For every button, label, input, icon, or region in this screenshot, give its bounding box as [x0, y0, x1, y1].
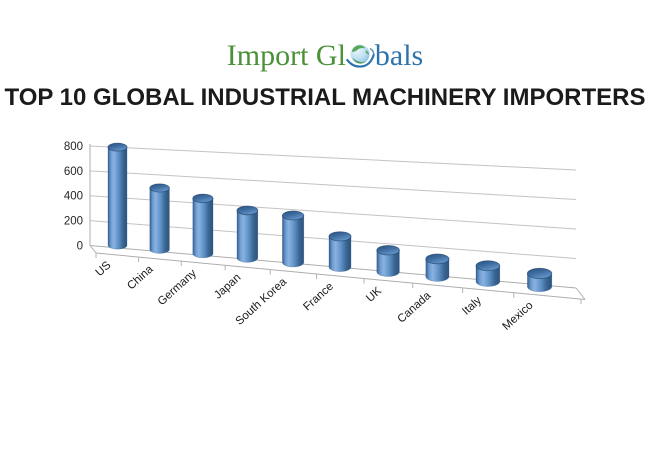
bar-cylinder-top	[328, 231, 352, 242]
bar-cylinder-body	[475, 265, 501, 287]
y-axis-label: 200	[64, 216, 83, 228]
floor-right-edge	[575, 287, 586, 300]
logo-text-green: Import Gl	[226, 39, 346, 72]
category-label: US	[94, 259, 114, 279]
bar-cylinder-top	[526, 267, 553, 279]
y-axis-label: 600	[64, 166, 83, 178]
bar-cylinder-body	[328, 236, 352, 272]
gridline	[89, 170, 577, 200]
bar-cylinder-top	[107, 142, 128, 152]
bar-cylinder-body	[425, 258, 450, 282]
category-label: Mexico	[500, 299, 535, 332]
y-axis-label: 800	[64, 141, 83, 153]
bar-cylinder-body	[192, 198, 214, 259]
bar-cylinder-body	[107, 146, 128, 250]
category-label: Germany	[156, 267, 199, 308]
category-label: UK	[364, 285, 384, 305]
category-label: Canada	[395, 289, 433, 325]
logo: Import Gl bals	[227, 40, 423, 72]
bar-cylinder-top	[236, 205, 259, 216]
category-label: Italy	[460, 294, 484, 317]
y-axis-label: 400	[64, 191, 83, 203]
bar-cylinder-top	[425, 253, 450, 265]
bar-cylinder-top	[192, 193, 214, 204]
page-title: TOP 10 GLOBAL INDUSTRIAL MACHINERY IMPOR…	[4, 84, 646, 111]
gridline	[89, 195, 577, 230]
floor-left-edge	[89, 245, 97, 254]
bar-cylinder-top	[281, 210, 305, 221]
bar-cylinder-body	[236, 210, 259, 263]
floor-front-edge	[95, 252, 586, 300]
bar-cylinder-body	[376, 249, 400, 277]
bar-cylinder-top	[475, 260, 501, 272]
logo-text-blue: bals	[374, 39, 424, 72]
header: Import Gl bals TOP 10 GLOBAL INDUSTRIAL …	[0, 0, 650, 112]
bar-cylinder-top	[149, 183, 170, 193]
category-label: China	[125, 263, 156, 292]
gridline	[89, 145, 577, 171]
category-label: South Korea	[234, 276, 290, 328]
y-axis-label: 0	[77, 241, 83, 253]
globe-icon	[346, 41, 375, 70]
bar-cylinder-body	[149, 187, 170, 254]
category-label: France	[301, 281, 336, 314]
category-label: Japan	[212, 272, 243, 302]
bar-cylinder-top	[376, 245, 400, 256]
bar-cylinder-body	[282, 215, 305, 268]
